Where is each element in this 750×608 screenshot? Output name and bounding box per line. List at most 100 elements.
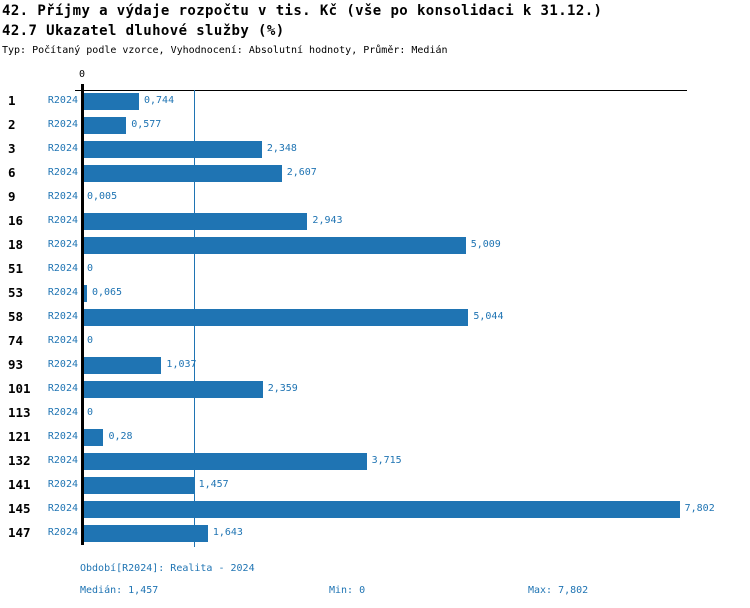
value-bar: [84, 309, 469, 326]
row-series-label: R2024: [47, 143, 78, 154]
row-category-label: 113: [8, 405, 31, 420]
row-series-label: R2024: [47, 287, 78, 298]
row-series-label: R2024: [47, 95, 78, 106]
chart-row-113: 113 R2024 0: [0, 401, 750, 425]
row-category-label: 132: [8, 453, 31, 468]
chart-subtitle: 42.7 Ukazatel dluhové služby (%): [2, 23, 285, 39]
row-category-label: 141: [8, 477, 31, 492]
row-category-label: 53: [8, 285, 24, 300]
footer-median: Medián: 1,457: [80, 585, 159, 596]
chart-row-53: 53 R2024 0,065: [0, 281, 750, 305]
bar-value-label: 2,359: [267, 383, 298, 394]
value-bar: [84, 237, 466, 254]
bar-value-label: 2,943: [312, 215, 343, 226]
row-category-label: 121: [8, 429, 31, 444]
bar-value-label: 0: [87, 263, 94, 274]
bar-value-label: 3,715: [371, 455, 402, 466]
chart-title: 42. Příjmy a výdaje rozpočtu v tis. Kč (…: [2, 3, 603, 19]
row-category-label: 58: [8, 309, 24, 324]
bar-value-label: 2,607: [286, 167, 317, 178]
value-bar: [84, 453, 367, 470]
chart-row-145: 145 R2024 7,802: [0, 497, 750, 521]
bar-value-label: 0: [87, 407, 94, 418]
value-bar: [84, 525, 208, 542]
row-series-label: R2024: [47, 167, 78, 178]
value-bar: [84, 213, 308, 230]
row-series-label: R2024: [47, 383, 78, 394]
chart-row-18: 18 R2024 5,009: [0, 233, 750, 257]
row-series-label: R2024: [47, 119, 78, 130]
chart-row-3: 3 R2024 2,348: [0, 137, 750, 161]
bar-rows-container: 1 R2024 0,744 2 R2024 0,577 3 R2024 2,348 6 R2024 2…: [0, 89, 750, 545]
y-axis-line: [81, 84, 84, 545]
value-bar: [84, 141, 262, 158]
bar-value-label: 1,457: [198, 479, 229, 490]
row-category-label: 2: [8, 117, 16, 132]
chart-row-101: 101 R2024 2,359: [0, 377, 750, 401]
value-bar: [84, 501, 680, 518]
row-category-label: 145: [8, 501, 31, 516]
row-series-label: R2024: [47, 335, 78, 346]
row-category-label: 16: [8, 213, 24, 228]
bar-value-label: 1,037: [166, 359, 197, 370]
chart-row-132: 132 R2024 3,715: [0, 449, 750, 473]
chart-row-51: 51 R2024 0: [0, 257, 750, 281]
bar-value-label: 0,577: [131, 119, 162, 130]
row-series-label: R2024: [47, 503, 78, 514]
row-series-label: R2024: [47, 479, 78, 490]
row-category-label: 3: [8, 141, 16, 156]
row-series-label: R2024: [47, 527, 78, 538]
value-bar: [84, 117, 127, 134]
value-bar: [84, 165, 282, 182]
chart-row-2: 2 R2024 0,577: [0, 113, 750, 137]
value-bar: [84, 381, 263, 398]
row-series-label: R2024: [47, 263, 78, 274]
bar-value-label: 0,005: [87, 191, 118, 202]
row-series-label: R2024: [47, 431, 78, 442]
chart-row-141: 141 R2024 1,457: [0, 473, 750, 497]
row-series-label: R2024: [47, 455, 78, 466]
row-category-label: 18: [8, 237, 24, 252]
chart-row-147: 147 R2024 1,643: [0, 521, 750, 545]
row-category-label: 1: [8, 93, 16, 108]
value-bar: [84, 93, 139, 110]
chart-row-93: 93 R2024 1,037: [0, 353, 750, 377]
chart-meta-info: Typ: Počítaný podle vzorce, Vyhodnocení:…: [2, 45, 448, 56]
x-axis-line: [75, 90, 687, 91]
row-category-label: 6: [8, 165, 16, 180]
row-series-label: R2024: [47, 215, 78, 226]
chart-row-6: 6 R2024 2,607: [0, 161, 750, 185]
row-category-label: 51: [8, 261, 24, 276]
value-bar: [84, 357, 162, 374]
chart-row-16: 16 R2024 2,943: [0, 209, 750, 233]
bar-value-label: 7,802: [684, 503, 715, 514]
row-category-label: 93: [8, 357, 24, 372]
row-category-label: 101: [8, 381, 31, 396]
footer-period: Období[R2024]: Realita - 2024: [80, 563, 255, 574]
bar-value-label: 0,065: [91, 287, 123, 298]
row-series-label: R2024: [47, 407, 78, 418]
row-category-label: 9: [8, 189, 16, 204]
chart-row-74: 74 R2024 0: [0, 329, 750, 353]
x-axis-zero-tick-label: 0: [78, 69, 86, 80]
chart-row-9: 9 R2024 0,005: [0, 185, 750, 209]
row-category-label: 147: [8, 525, 31, 540]
bar-value-label: 5,009: [470, 239, 501, 250]
chart-row-58: 58 R2024 5,044: [0, 305, 750, 329]
bar-value-label: 2,348: [266, 143, 297, 154]
footer-min: Min: 0: [329, 585, 366, 596]
chart-row-121: 121 R2024 0,28: [0, 425, 750, 449]
bar-value-label: 0,28: [108, 431, 133, 442]
bar-value-label: 0,744: [143, 95, 175, 106]
row-series-label: R2024: [47, 311, 78, 322]
row-series-label: R2024: [47, 239, 78, 250]
bar-value-label: 0: [87, 335, 94, 346]
bar-value-label: 5,044: [473, 311, 504, 322]
row-series-label: R2024: [47, 191, 78, 202]
row-series-label: R2024: [47, 359, 78, 370]
value-bar: [84, 429, 104, 446]
bar-value-label: 1,643: [212, 527, 243, 538]
chart-row-1: 1 R2024 0,744: [0, 89, 750, 113]
footer-max: Max: 7,802: [528, 585, 589, 596]
